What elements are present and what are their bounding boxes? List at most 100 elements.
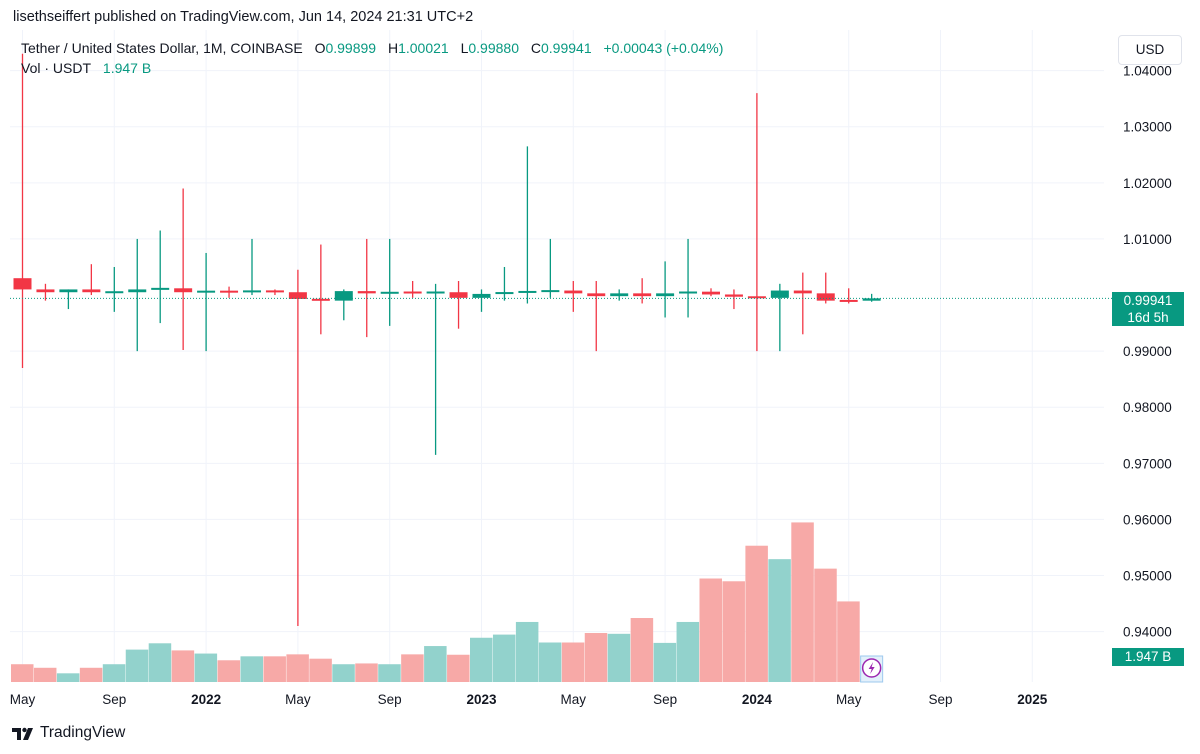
candle-body	[59, 289, 77, 292]
volume-bar	[309, 659, 332, 682]
footer-branding[interactable]: TradingView	[12, 724, 125, 742]
currency-button[interactable]: USD	[1118, 35, 1182, 65]
tradingview-logo-icon	[12, 725, 36, 741]
last-price-tag: 0.99941 16d 5h	[1112, 292, 1184, 326]
volume-label[interactable]: Vol · USDT	[21, 60, 91, 76]
volume-bar	[34, 668, 57, 682]
volume-bar	[447, 655, 470, 682]
price-tick-label: 1.02000	[1123, 176, 1172, 191]
volume-bar	[263, 656, 286, 682]
time-tick-label: Sep	[928, 692, 952, 707]
volume-bar	[103, 664, 126, 682]
volume-bar	[172, 650, 195, 682]
candle-body	[381, 292, 399, 294]
price-tick-label: 1.03000	[1123, 120, 1172, 135]
high-label: H	[388, 40, 398, 56]
candle-body	[36, 289, 54, 292]
candle-body	[174, 288, 192, 292]
volume-bar	[470, 638, 493, 682]
price-axis[interactable]: 1.04000 1.03000 1.02000 1.01000 0.99000 0.980…	[1123, 64, 1172, 640]
volume-bar	[195, 654, 218, 682]
volume-bar	[654, 643, 677, 682]
price-tick-label: 0.94000	[1123, 625, 1172, 640]
price-tick-label: 1.04000	[1123, 64, 1172, 79]
time-axis[interactable]: May Sep 2022 May Sep 2023 May Sep 2024 May Sep 2025	[10, 692, 1048, 707]
volume-bar	[837, 601, 860, 682]
candle-body	[473, 294, 491, 298]
chart-extras	[861, 656, 883, 682]
candle-body	[495, 292, 513, 294]
time-tick-label: May	[836, 692, 862, 707]
volume-bar	[80, 668, 103, 682]
volume-value: 1.947 B	[103, 60, 151, 76]
price-tick-label: 0.98000	[1123, 400, 1172, 415]
volume-bar	[149, 643, 172, 682]
candle-body	[794, 291, 812, 294]
volume-bar	[700, 579, 723, 682]
candle-body	[243, 290, 261, 292]
time-tick-label: May	[561, 692, 587, 707]
open-label: O	[315, 40, 326, 56]
footer-brand-text: TradingView	[40, 724, 125, 742]
candle-body	[633, 293, 651, 296]
candle-body	[312, 299, 330, 301]
volume-bar	[332, 664, 355, 682]
volume-bar	[493, 635, 516, 682]
candle-body	[335, 291, 353, 301]
time-tick-label: Sep	[653, 692, 677, 707]
open-value: 0.99899	[325, 40, 376, 56]
last-price-value: 0.99941	[1112, 292, 1184, 309]
close-label: C	[531, 40, 541, 56]
chart-grid	[10, 30, 1104, 682]
volume-bar	[57, 673, 80, 682]
volume-bar	[608, 634, 631, 682]
volume-bar	[585, 633, 608, 682]
volume-bar	[722, 581, 745, 682]
candle-body	[220, 291, 238, 293]
symbol-title[interactable]: Tether / United States Dollar, 1M, COINB…	[21, 40, 303, 56]
time-tick-label: 2022	[191, 692, 221, 707]
time-tick-label: Sep	[378, 692, 402, 707]
candle-body	[564, 291, 582, 294]
time-tick-label: May	[10, 692, 36, 707]
volume-bar	[562, 643, 585, 683]
candle-body	[82, 289, 100, 292]
candle-body	[197, 291, 215, 293]
volume-bar	[516, 622, 539, 682]
volume-bar	[424, 646, 447, 682]
change-value: +0.00043 (+0.04%)	[604, 40, 724, 56]
price-tick-label: 0.97000	[1123, 456, 1172, 471]
volume-bar	[631, 618, 654, 682]
volume-legend[interactable]: Vol · USDT 1.947 B	[21, 60, 151, 76]
candle-body	[541, 290, 559, 292]
candle-body	[656, 293, 674, 296]
volume-bar	[126, 650, 149, 682]
price-series	[14, 54, 881, 626]
candle-body	[266, 290, 284, 292]
volume-series	[11, 522, 883, 682]
candle-body	[450, 292, 468, 298]
volume-bar	[378, 664, 401, 682]
price-tick-label: 0.99000	[1123, 344, 1172, 359]
candle-body	[587, 293, 605, 296]
candle-body	[151, 288, 169, 290]
candle-body	[771, 291, 789, 298]
candle-body	[817, 293, 835, 300]
time-tick-label: 2024	[742, 692, 773, 707]
volume-bar	[241, 656, 264, 682]
candle-body	[128, 289, 146, 292]
candle-body	[358, 291, 376, 293]
volume-bar	[539, 643, 562, 683]
candle-body	[679, 292, 697, 294]
volume-bar	[218, 660, 241, 682]
candle-body	[610, 293, 628, 296]
volume-bar	[768, 559, 791, 682]
volume-bar	[745, 546, 768, 682]
candle-body	[427, 292, 445, 294]
bar-countdown: 16d 5h	[1112, 309, 1184, 326]
symbol-legend[interactable]: Tether / United States Dollar, 1M, COINB…	[21, 40, 723, 56]
volume-bar	[11, 664, 34, 682]
high-value: 1.00021	[398, 40, 449, 56]
time-tick-label: 2025	[1017, 692, 1048, 707]
